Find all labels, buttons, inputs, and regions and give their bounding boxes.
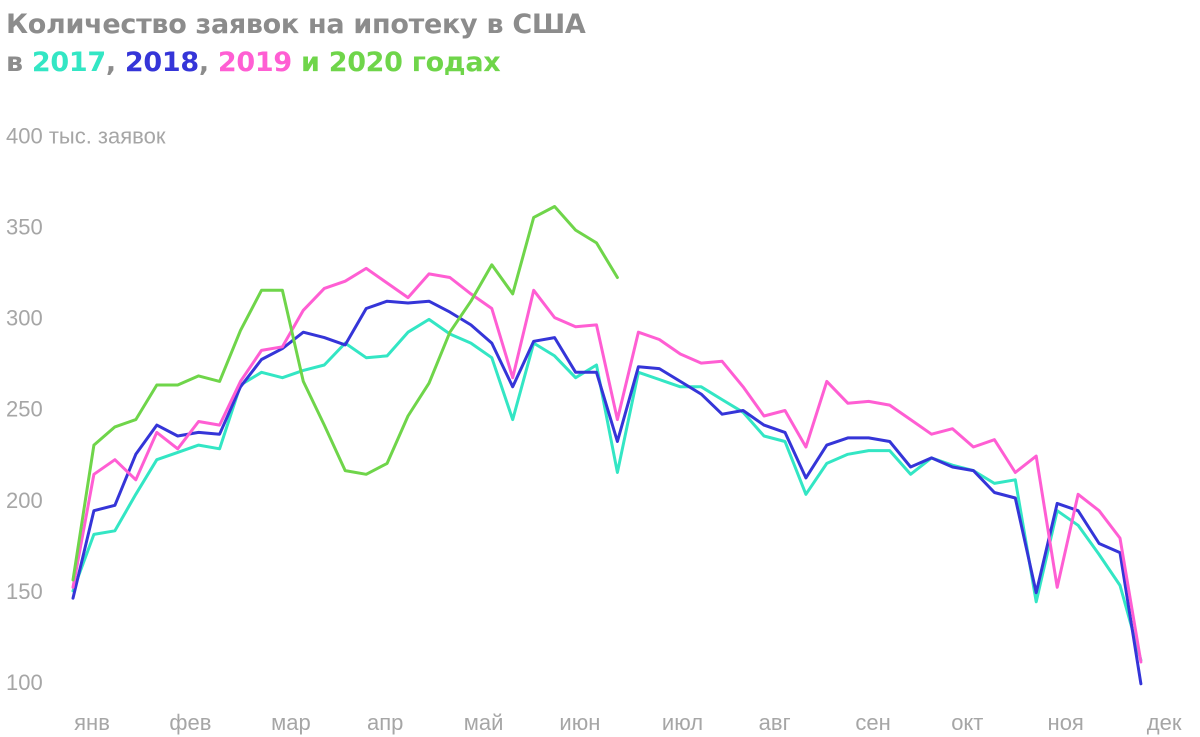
title-sep-1: ,: [105, 47, 125, 78]
x-tick-label-5: июн: [559, 710, 600, 735]
x-tick-label-11: дек: [1147, 710, 1182, 735]
y-tick-label-350: 350: [6, 215, 43, 240]
title-year-2018: 2018: [124, 47, 199, 78]
title-year-2020: 2020: [328, 47, 403, 78]
title-year-2017: 2017: [31, 47, 106, 78]
title-year-2019: 2019: [217, 47, 292, 78]
title-suffix: годах: [402, 47, 501, 78]
x-tick-label-2: мар: [271, 710, 311, 735]
x-tick-label-0: янв: [74, 710, 110, 735]
y-tick-label-250: 250: [6, 397, 43, 422]
y-tick-label-150: 150: [6, 579, 43, 604]
y-tick-label-100: 100: [6, 670, 43, 695]
title-prefix: в: [6, 47, 32, 78]
series-lines: [71, 205, 1143, 686]
y-tick-label-400: 400 тыс. заявок: [6, 123, 166, 148]
series-line-2019: [71, 266, 1143, 664]
y-axis: 100 150 200 250 300 350 400 тыс. заявок: [6, 123, 166, 695]
title-conj: и: [291, 47, 329, 78]
title-sep-2: ,: [198, 47, 218, 78]
x-tick-label-1: фев: [169, 710, 211, 735]
x-tick-label-3: апр: [367, 710, 403, 735]
y-tick-label-300: 300: [6, 306, 43, 331]
title-line-2: в 2017, 2018, 2019 и 2020 годах: [6, 44, 586, 82]
series-line-2020: [71, 205, 619, 582]
chart-title: Количество заявок на ипотеку в США в 201…: [6, 6, 586, 82]
y-tick-label-200: 200: [6, 488, 43, 513]
x-tick-label-7: авг: [759, 710, 791, 735]
series-line-2018: [71, 299, 1143, 686]
x-tick-label-6: июл: [662, 710, 703, 735]
x-tick-label-8: сен: [855, 710, 890, 735]
title-line-1: Количество заявок на ипотеку в США: [6, 9, 586, 40]
x-tick-label-4: май: [464, 710, 504, 735]
x-tick-label-9: окт: [951, 710, 983, 735]
x-axis: янв фев мар апр май июн июл авг сен окт ноя дек: [74, 710, 1182, 735]
x-tick-label-10: ноя: [1048, 710, 1084, 735]
